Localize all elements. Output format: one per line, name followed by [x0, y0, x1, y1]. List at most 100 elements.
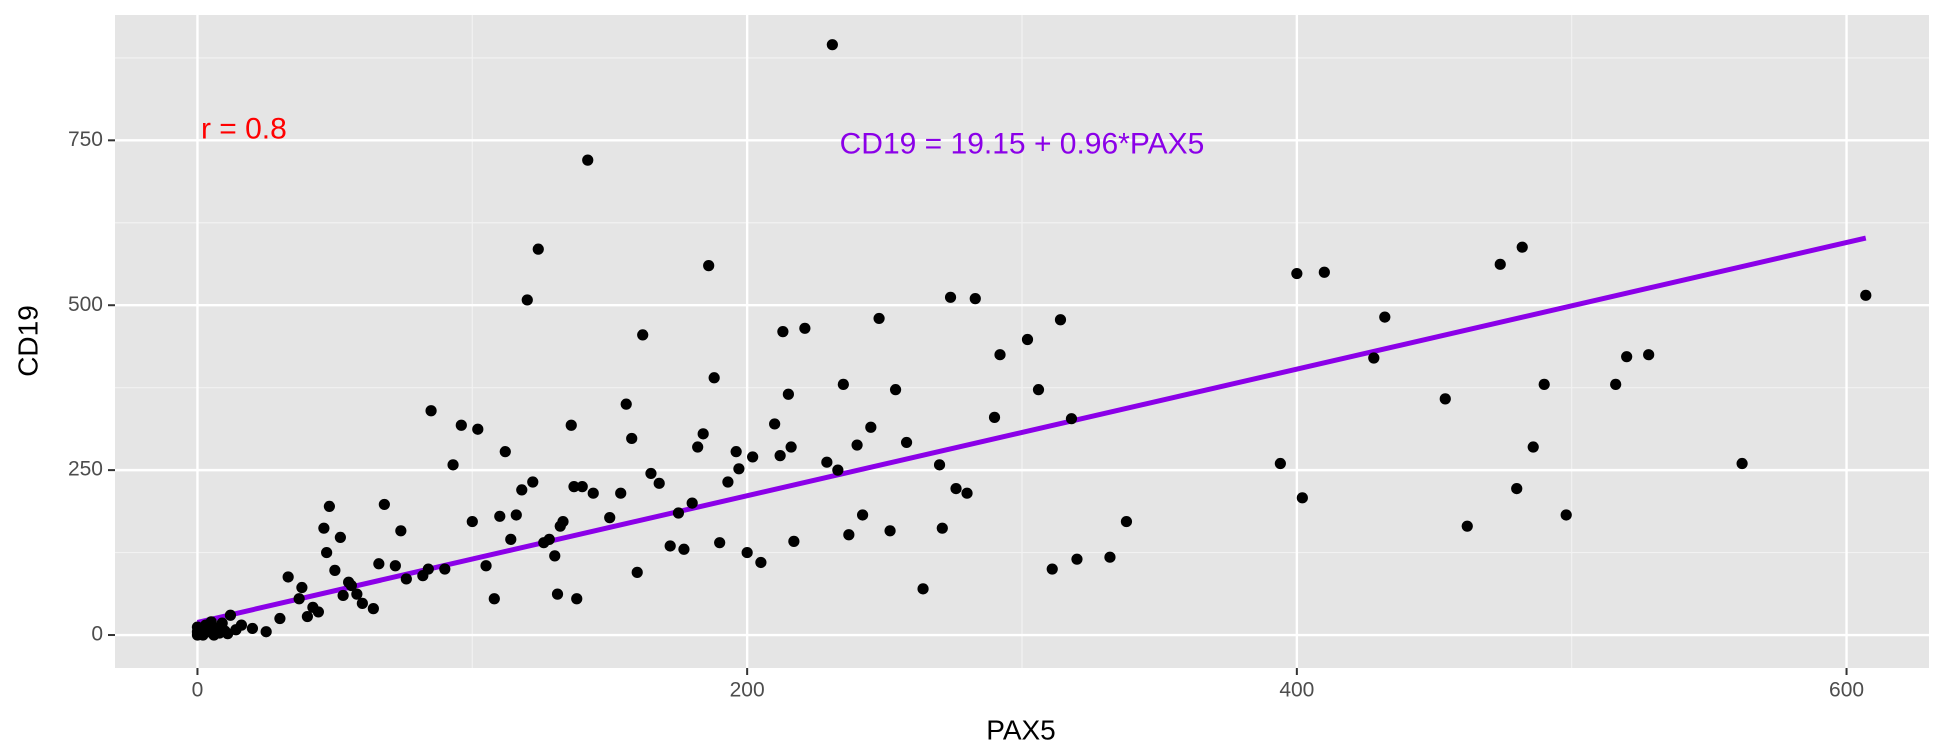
data-point	[532, 243, 544, 255]
data-point	[1860, 289, 1872, 301]
data-point	[510, 509, 522, 521]
data-point	[604, 512, 616, 524]
data-point	[873, 312, 885, 325]
data-point	[334, 531, 346, 544]
regression-equation-annotation: CD19 = 19.15 + 0.96*PAX5	[840, 128, 1205, 161]
data-point	[274, 612, 286, 625]
data-point	[1494, 258, 1506, 270]
data-point	[1379, 311, 1391, 323]
data-point	[312, 606, 324, 618]
data-point	[549, 550, 561, 562]
data-point	[741, 546, 753, 559]
data-point	[722, 476, 734, 488]
regression-line	[196, 235, 1867, 625]
data-point	[777, 326, 789, 338]
minor-gridlines	[115, 15, 1929, 668]
data-point	[505, 533, 517, 545]
data-point	[1538, 378, 1550, 390]
data-point	[455, 419, 467, 431]
data-point	[686, 497, 698, 509]
data-point	[235, 619, 248, 631]
data-point	[769, 418, 781, 430]
data-point	[788, 535, 800, 547]
data-point	[447, 459, 459, 471]
y-tick-label: 0	[91, 623, 103, 646]
data-point	[1065, 413, 1078, 425]
data-point	[799, 322, 811, 334]
data-point	[785, 441, 797, 453]
data-point	[653, 477, 665, 489]
data-point	[480, 560, 492, 572]
data-point	[1274, 457, 1286, 470]
data-point	[521, 294, 533, 306]
x-tick-label: 600	[1829, 679, 1864, 702]
data-point	[568, 481, 580, 493]
data-point	[837, 378, 849, 390]
data-point	[329, 564, 341, 576]
data-point	[1610, 378, 1622, 390]
data-point	[631, 566, 643, 578]
x-tick-label: 0	[192, 679, 204, 702]
data-point	[565, 419, 577, 431]
data-point	[1560, 509, 1572, 521]
data-point	[994, 349, 1006, 361]
x-axis-title: PAX5	[986, 714, 1056, 745]
x-tick-label: 200	[730, 679, 765, 702]
data-point	[1318, 266, 1330, 278]
data-point	[1621, 351, 1633, 363]
data-point	[1046, 563, 1058, 575]
data-point	[260, 626, 272, 638]
data-point	[917, 583, 929, 595]
data-point	[1461, 520, 1473, 532]
data-point	[516, 484, 528, 496]
data-point	[645, 467, 657, 480]
data-point	[900, 436, 913, 449]
y-tick-label: 500	[68, 293, 103, 316]
data-point	[664, 540, 676, 552]
data-point	[865, 421, 877, 433]
data-point	[988, 411, 1001, 423]
data-point	[472, 423, 484, 435]
data-point	[395, 525, 407, 537]
data-point	[1439, 393, 1451, 405]
data-point	[582, 154, 594, 166]
data-point	[620, 398, 632, 410]
data-point	[826, 39, 838, 51]
y-axis-title: CD19	[12, 305, 43, 377]
data-point	[576, 481, 588, 493]
data-point	[543, 533, 555, 545]
data-point	[323, 500, 335, 512]
data-point	[714, 537, 726, 549]
correlation-annotation: r = 0.8	[201, 112, 287, 145]
data-point	[293, 593, 305, 605]
major-gridlines	[115, 15, 1929, 668]
y-tick-label: 750	[68, 128, 103, 151]
data-point	[1071, 553, 1083, 565]
data-point	[615, 487, 627, 499]
data-point	[884, 525, 896, 537]
data-point	[466, 515, 478, 528]
y-tick-label: 250	[68, 458, 103, 481]
data-point	[637, 329, 649, 341]
data-point	[296, 581, 308, 594]
data-point	[889, 384, 902, 396]
data-point	[551, 588, 564, 600]
data-point	[422, 563, 434, 575]
data-point	[733, 463, 745, 475]
data-point	[626, 432, 638, 445]
data-point	[400, 573, 412, 585]
data-point	[1296, 492, 1308, 504]
data-point	[1021, 333, 1034, 346]
x-tick-label: 400	[1279, 679, 1314, 702]
data-point	[843, 529, 855, 541]
data-point	[494, 510, 506, 522]
data-point	[708, 372, 720, 384]
data-point	[571, 593, 583, 605]
data-point	[703, 260, 715, 272]
data-point	[774, 450, 786, 462]
data-point	[1054, 314, 1067, 326]
data-point	[351, 588, 363, 600]
data-point	[678, 543, 690, 555]
data-point	[356, 597, 368, 609]
